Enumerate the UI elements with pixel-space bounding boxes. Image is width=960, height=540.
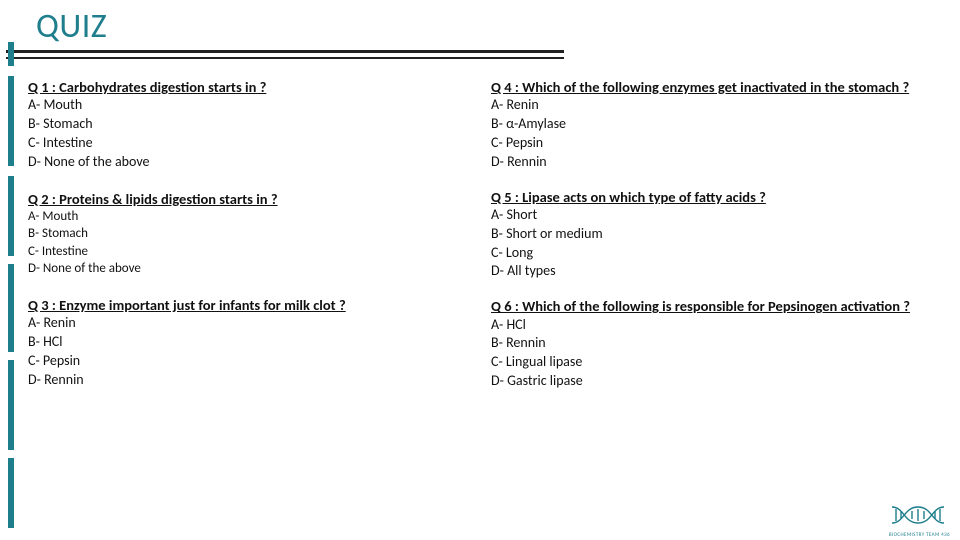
- question-block: Q 5 : Lipase acts on which type of fatty…: [491, 188, 934, 282]
- accent-bar: [8, 360, 14, 450]
- question-option: D- None of the above: [28, 153, 471, 172]
- question-prompt: Q 5 : Lipase acts on which type of fatty…: [491, 188, 934, 206]
- left-column: Q 1 : Carbohydrates digestion starts in …: [28, 78, 491, 408]
- question-option: A- Short: [491, 206, 934, 225]
- question-option: A- Renin: [28, 314, 471, 333]
- question-prompt: Q 6 : Which of the following is responsi…: [491, 297, 934, 315]
- question-prompt: Q 3 : Enzyme important just for infants …: [28, 296, 471, 314]
- dna-logo-icon: [890, 500, 946, 530]
- question-option: B- Stomach: [28, 115, 471, 134]
- page-title: QUIZ: [36, 6, 107, 47]
- question-option: C- Intestine: [28, 243, 471, 261]
- question-prompt: Q 2 : Proteins & lipids digestion starts…: [28, 190, 471, 208]
- question-option: C- Lingual lipase: [491, 353, 934, 372]
- question-option: C- Pepsin: [28, 352, 471, 371]
- title-rule-bottom: [6, 57, 564, 59]
- question-option: C- Pepsin: [491, 134, 934, 153]
- question-block: Q 6 : Which of the following is responsi…: [491, 297, 934, 391]
- accent-bar: [8, 42, 14, 66]
- question-block: Q 4 : Which of the following enzymes get…: [491, 78, 934, 172]
- question-option: D- Rennin: [491, 153, 934, 172]
- question-block: Q 3 : Enzyme important just for infants …: [28, 296, 471, 390]
- question-option: A- Mouth: [28, 96, 471, 115]
- question-prompt: Q 4 : Which of the following enzymes get…: [491, 78, 934, 96]
- accent-bar: [8, 458, 14, 528]
- question-option: A- Mouth: [28, 208, 471, 226]
- question-option: D- Gastric lipase: [491, 372, 934, 391]
- question-option: D- Rennin: [28, 371, 471, 390]
- question-option: C- Long: [491, 244, 934, 263]
- right-column: Q 4 : Which of the following enzymes get…: [491, 78, 940, 408]
- accent-bar: [8, 264, 14, 352]
- question-block: Q 1 : Carbohydrates digestion starts in …: [28, 78, 471, 172]
- question-option: B- HCl: [28, 333, 471, 352]
- question-block: Q 2 : Proteins & lipids digestion starts…: [28, 190, 471, 278]
- question-option: A- HCl: [491, 316, 934, 335]
- logo-caption: BIOCHEMISTRY TEAM 436: [889, 532, 950, 538]
- content-columns: Q 1 : Carbohydrates digestion starts in …: [28, 78, 940, 408]
- question-prompt: Q 1 : Carbohydrates digestion starts in …: [28, 78, 471, 96]
- question-option: D- None of the above: [28, 260, 471, 278]
- question-option: D- All types: [491, 262, 934, 281]
- question-option: A- Renin: [491, 96, 934, 115]
- accent-bar: [8, 176, 14, 256]
- question-option: B- Stomach: [28, 225, 471, 243]
- title-rule-top: [6, 50, 564, 53]
- question-option: B- Short or medium: [491, 225, 934, 244]
- accent-bar: [8, 76, 14, 166]
- question-option: B- α-Amylase: [491, 115, 934, 134]
- question-option: B- Rennin: [491, 334, 934, 353]
- question-option: C- Intestine: [28, 134, 471, 153]
